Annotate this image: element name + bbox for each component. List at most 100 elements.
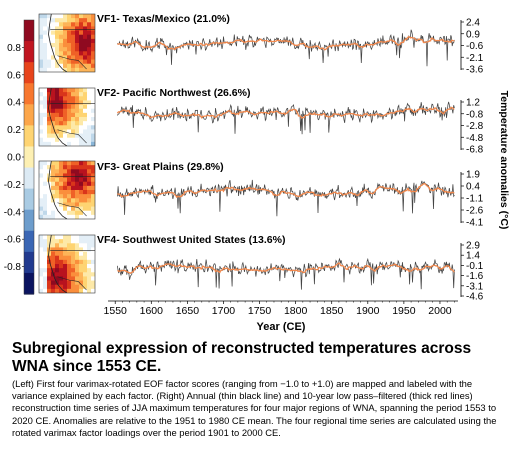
map-cell [67,137,72,143]
map-cell [83,235,88,240]
map-cell [83,137,88,143]
map-cell [91,243,95,248]
map-cell [71,38,76,44]
map-cell [39,47,44,52]
map-cell [59,173,64,178]
map-cell [67,185,72,191]
x-tick-label: 2000 [428,305,452,317]
map-cell [87,133,92,139]
x-tick-label: 1700 [212,305,236,317]
map-cell [43,55,48,60]
map-cell [71,47,76,52]
map-cell [83,272,88,277]
map-cell [71,173,76,178]
figure: 0.8 0.6 0.4 0.2 0.0 -0.2 -0.4 -0.6 -0.8 VF1- Tex… [4,13,510,333]
map-cell [47,185,52,191]
map-cell [39,125,44,130]
map-cell [87,51,92,56]
map-cell [43,235,48,240]
map-cell [55,125,60,130]
map-cell [55,210,60,216]
map-cell [47,43,52,48]
map-cell [91,34,95,40]
map-cell [43,181,48,187]
map-cell [55,137,60,143]
map-cell [91,92,95,97]
map-cell [51,108,56,114]
map-cell [75,169,80,174]
map-cell [67,43,72,48]
map-cell [79,268,84,273]
map-cell [71,30,76,36]
map-cell [79,206,84,212]
map-cell [43,247,48,252]
map-cell [91,214,95,219]
map-cell [43,137,48,143]
map-cell [63,259,68,265]
map-cell [55,92,60,97]
map-cell [71,51,76,56]
map-cell [63,67,68,72]
colorbar: 0.8 0.6 0.4 0.2 0.0 -0.2 -0.4 -0.6 -0.8 [4,19,35,295]
map-cell [51,141,56,146]
map-cell [51,251,56,257]
map-cell [55,214,60,219]
map-cell [55,202,60,207]
map-cell [39,251,44,257]
map-cell [39,18,44,23]
map-cell [63,181,68,187]
map-cell [83,30,88,36]
map-cell [87,247,92,252]
map-cell [63,194,68,199]
map-cell [91,280,95,286]
map-cell [87,276,92,281]
map-cell [63,125,68,130]
map-cell [51,173,56,178]
x-tick-label: 1950 [392,305,416,317]
map-cell [91,14,95,19]
border-line [57,129,87,144]
map-cell [55,239,60,244]
map-cell [91,185,95,191]
map-cell [67,276,72,281]
map-cell [63,247,68,252]
map-cell [71,14,76,19]
map-cell [75,34,80,40]
map-cell [63,239,68,244]
map-cell [71,67,76,72]
map-frame [38,87,96,147]
map-cell [55,34,60,40]
map-cell [79,67,84,72]
map-cell [87,202,92,207]
map-cell [71,34,76,40]
map-cell [47,67,52,72]
map-cell [71,185,76,191]
map-cell [91,284,95,290]
map-cell [67,165,72,170]
factor-map [38,87,96,147]
y-tick-label: -0.6 [466,41,484,52]
map-cell [39,88,44,93]
map-cell [87,251,92,257]
colorbar-segment [24,41,34,63]
map-cell [91,30,95,36]
map-cell [47,194,52,199]
map-cell [55,194,60,199]
map-cell [59,239,64,244]
map-cell [91,141,95,146]
map-cell [51,43,56,48]
map-cell [43,88,48,93]
map-cell [47,141,52,146]
map-cell [79,34,84,40]
map-cell [91,121,95,126]
map-cell [67,251,72,257]
map-cell [47,177,52,183]
map-cell [59,137,64,143]
map-cell [55,22,60,27]
map-cell [43,117,48,122]
map-cell [55,284,60,290]
map-cell [75,251,80,257]
colorbar-segment [24,20,34,42]
colorbar-segment [24,188,34,211]
map-cell [91,169,95,174]
